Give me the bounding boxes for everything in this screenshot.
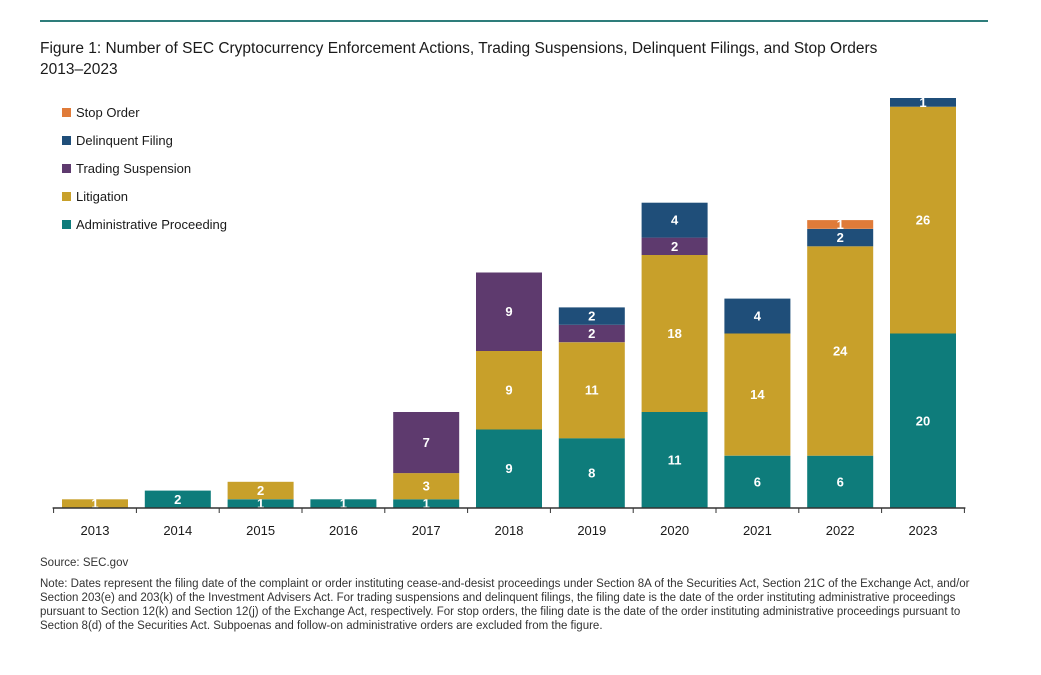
bar-litigation-2019	[558, 342, 625, 439]
bar-administrative-proceeding-2014	[144, 490, 211, 508]
data-label: 3	[423, 479, 430, 494]
data-label: 2	[257, 483, 264, 498]
data-label: 1	[837, 217, 844, 232]
bar-litigation-2015	[227, 481, 294, 500]
bar-administrative-proceeding-2015	[227, 499, 294, 508]
bar-litigation-2013	[62, 499, 128, 508]
bar-litigation-2018	[476, 351, 542, 430]
data-label: 2	[588, 326, 595, 341]
source-text: Source: SEC.gov	[40, 557, 129, 569]
bar-litigation-2020	[641, 255, 708, 412]
data-label: 9	[505, 304, 512, 319]
legend-label: Litigation	[76, 188, 129, 204]
bar-administrative-proceeding-2022	[807, 455, 874, 508]
x-tick-label-2013: 2013	[81, 523, 110, 538]
bar-trading-suspension-2018	[476, 272, 542, 351]
bar-delinquent-filing-2022	[807, 228, 874, 247]
legend-item-stop-order: Stop Order	[62, 98, 227, 126]
x-tick-label-2014: 2014	[163, 523, 192, 538]
legend-swatch-administrative-proceeding	[62, 219, 71, 229]
bar-delinquent-filing-2023	[890, 98, 956, 107]
x-tick-label-2015: 2015	[246, 523, 275, 538]
data-label: 9	[505, 383, 512, 398]
data-label: 2	[837, 230, 844, 245]
x-tick-label-2021: 2021	[743, 523, 772, 538]
legend-label: Stop Order	[76, 104, 140, 120]
data-label: 6	[837, 474, 844, 489]
chart-title-line2: 2013–2023	[40, 61, 118, 78]
bar-delinquent-filing-2020	[641, 202, 708, 238]
legend-swatch-litigation	[62, 191, 71, 201]
chart-title-line1: Figure 1: Number of SEC Cryptocurrency E…	[40, 40, 878, 57]
legend-swatch-trading-suspension	[62, 163, 71, 173]
top-rule	[40, 20, 988, 22]
legend: Stop Order Delinquent Filing Trading Suspe…	[62, 98, 227, 238]
bar-delinquent-filing-2021	[724, 298, 791, 334]
data-label: 26	[916, 213, 930, 228]
bar-litigation-2017	[393, 473, 460, 500]
legend-label: Trading Suspension	[76, 160, 192, 176]
data-label: 14	[750, 387, 765, 402]
x-tick-label-2023: 2023	[909, 523, 938, 538]
bar-administrative-proceeding-2017	[393, 499, 460, 508]
data-label: 4	[754, 309, 762, 324]
bar-administrative-proceeding-2018	[476, 429, 542, 508]
x-tick-label-2018: 2018	[495, 523, 524, 538]
x-tick-label-2019: 2019	[577, 523, 606, 538]
data-label: 8	[588, 466, 595, 481]
data-label: 20	[916, 413, 930, 428]
bar-administrative-proceeding-2016	[310, 499, 377, 508]
legend-item-delinquent-filing: Delinquent Filing	[62, 126, 227, 154]
data-label: 6	[754, 474, 761, 489]
x-tick-label-2017: 2017	[412, 523, 441, 538]
legend-item-administrative-proceeding: Administrative Proceeding	[62, 210, 227, 238]
data-label: 1	[91, 496, 98, 511]
note-text: Note: Dates represent the filing date of…	[40, 578, 970, 632]
legend-swatch-stop-order	[62, 107, 71, 117]
stacked-bar-chart: 1 2 121 13799981122111824614462421202612013…	[52, 95, 966, 538]
bar-administrative-proceeding-2019	[558, 438, 625, 508]
data-label: 4	[671, 213, 679, 228]
data-label: 11	[585, 383, 599, 398]
legend-label: Administrative Proceeding	[76, 216, 228, 232]
x-tick-label-2020: 2020	[660, 523, 689, 538]
data-label: 1	[919, 95, 926, 110]
bar-stop-order-2022	[807, 220, 874, 229]
data-label: 1	[423, 496, 430, 511]
data-label: 7	[423, 435, 430, 450]
data-label: 2	[671, 239, 678, 254]
bar-trading-suspension-2019	[558, 324, 625, 343]
data-label: 2	[588, 309, 595, 324]
bar-delinquent-filing-2019	[558, 307, 625, 325]
data-label: 9	[505, 461, 512, 476]
legend-swatch-delinquent-filing	[62, 135, 71, 145]
bar-administrative-proceeding-2023	[890, 333, 956, 508]
data-label: 1	[257, 496, 264, 511]
data-label: 18	[667, 326, 681, 341]
data-label: 24	[833, 344, 848, 359]
data-label: 11	[668, 453, 682, 468]
x-tick-label-2022: 2022	[826, 523, 855, 538]
legend-item-trading-suspension: Trading Suspension	[62, 154, 227, 182]
data-label: 2	[174, 492, 181, 507]
bar-litigation-2021	[724, 333, 791, 456]
bar-litigation-2023	[890, 106, 956, 334]
chart-title: Figure 1: Number of SEC Cryptocurrency E…	[40, 38, 980, 80]
legend-item-litigation: Litigation	[62, 182, 227, 210]
data-label: 1	[340, 496, 347, 511]
bar-administrative-proceeding-2020	[641, 412, 708, 508]
bar-trading-suspension-2020	[641, 237, 708, 255]
bar-litigation-2022	[807, 246, 874, 456]
bar-administrative-proceeding-2021	[724, 455, 791, 508]
bar-trading-suspension-2017	[393, 412, 460, 474]
legend-label: Delinquent Filing	[76, 132, 173, 148]
x-tick-label-2016: 2016	[329, 523, 358, 538]
